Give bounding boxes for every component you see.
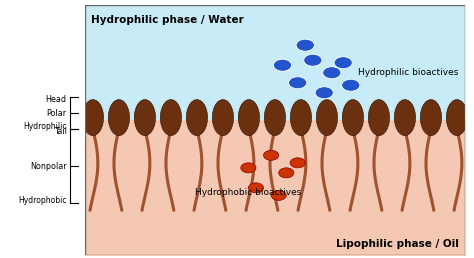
- Circle shape: [264, 150, 279, 160]
- Ellipse shape: [212, 100, 234, 136]
- Text: Hydrophobic bioactives: Hydrophobic bioactives: [195, 188, 301, 197]
- Circle shape: [279, 168, 294, 178]
- Ellipse shape: [186, 100, 208, 136]
- Ellipse shape: [160, 100, 182, 136]
- Ellipse shape: [447, 100, 467, 136]
- Circle shape: [304, 54, 322, 66]
- Circle shape: [334, 57, 352, 69]
- Ellipse shape: [290, 100, 311, 136]
- Ellipse shape: [82, 100, 103, 136]
- Ellipse shape: [264, 100, 285, 136]
- Text: Polar: Polar: [46, 109, 66, 118]
- Text: Head: Head: [46, 95, 66, 104]
- Circle shape: [315, 87, 333, 99]
- Ellipse shape: [420, 100, 442, 136]
- Circle shape: [342, 79, 360, 91]
- Text: Lipophilic phase / Oil: Lipophilic phase / Oil: [336, 239, 459, 249]
- Circle shape: [323, 67, 341, 79]
- Circle shape: [296, 39, 314, 51]
- Circle shape: [273, 59, 292, 71]
- Text: Tail: Tail: [54, 127, 66, 136]
- Circle shape: [271, 190, 286, 200]
- Ellipse shape: [342, 100, 364, 136]
- Circle shape: [248, 183, 264, 193]
- Text: Hydrophobic: Hydrophobic: [18, 196, 66, 205]
- Ellipse shape: [368, 100, 390, 136]
- Circle shape: [290, 158, 305, 168]
- Ellipse shape: [134, 100, 155, 136]
- Circle shape: [289, 77, 307, 89]
- Text: Hydrophilic phase / Water: Hydrophilic phase / Water: [91, 15, 244, 25]
- Ellipse shape: [316, 100, 337, 136]
- Ellipse shape: [238, 100, 260, 136]
- Text: Nonpolar: Nonpolar: [30, 162, 66, 171]
- Text: Hydrophilic bioactives: Hydrophilic bioactives: [358, 68, 459, 77]
- Circle shape: [241, 163, 256, 173]
- Text: Hydrophilic: Hydrophilic: [23, 122, 66, 131]
- Ellipse shape: [108, 100, 129, 136]
- Ellipse shape: [394, 100, 416, 136]
